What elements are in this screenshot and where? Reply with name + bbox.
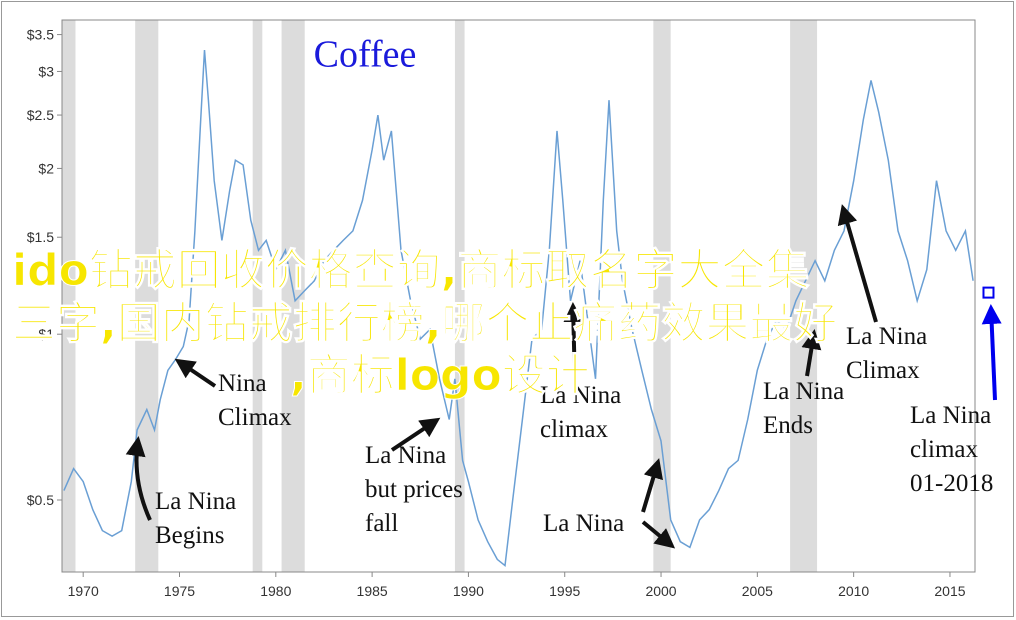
x-tick-label: 1975 [164, 583, 195, 599]
annotation: La Nina [763, 378, 844, 405]
x-tick-label: 1985 [357, 583, 388, 599]
x-tick-label: 2015 [934, 583, 965, 599]
annotation: Nina [218, 370, 267, 397]
shaded-range [790, 20, 818, 572]
y-tick-label: $0.5 [27, 492, 54, 508]
overlay-text: ,商标logo设计 [290, 350, 590, 401]
x-tick-label: 1990 [453, 583, 484, 599]
y-tick-label: $1 [38, 326, 54, 342]
overlay-text: ido钻戒回收价格查询,商标取名字大全集 [12, 245, 810, 296]
chart-title: Coffee [314, 34, 417, 76]
annotation: Climax [846, 357, 920, 384]
shaded-range [281, 20, 305, 572]
price-line [63, 50, 974, 568]
annotation: but prices [365, 476, 463, 503]
y-tick-label: $2.5 [27, 107, 54, 123]
annotation: La Nina [910, 402, 991, 429]
arrows [125, 204, 1002, 549]
y-tick-label: $1.5 [27, 229, 54, 245]
annotation: La Nina [365, 442, 446, 469]
annotation: La Nina [540, 382, 621, 409]
annotation: climax [540, 416, 609, 443]
annotation: Begins [155, 522, 224, 549]
shaded-range [62, 20, 76, 572]
annotation: 01-2018 [910, 470, 993, 497]
overlay: ido钻戒回收价格查询,商标取名字大全集三字,国内钻戒排行榜,哪个止痛药效果最好… [12, 245, 838, 402]
annotation: fall [365, 510, 398, 537]
x-tick-label: 2010 [838, 583, 869, 599]
x-tick-label: 2000 [645, 583, 676, 599]
overlay-text: 三字,国内钻戒排行榜,哪个止痛药效果最好 [12, 298, 837, 349]
shaded-range [252, 20, 263, 572]
y-tick-label: $3 [38, 63, 54, 79]
annotation: La Nina [155, 488, 236, 515]
shaded-range [454, 20, 465, 572]
shaded-range [653, 20, 671, 572]
x-tick-label: 1970 [68, 583, 99, 599]
annotation: La Nina [846, 323, 927, 350]
annotation: climax [910, 436, 979, 463]
annotation: La Nina [543, 510, 624, 537]
y-tick-label: $2 [38, 160, 54, 176]
shaded-range [135, 20, 159, 572]
plot-border [61, 19, 976, 573]
x-tick-label: 1980 [260, 583, 291, 599]
marker [982, 286, 995, 299]
x-tick-label: 1995 [549, 583, 580, 599]
annotation: Ends [763, 412, 813, 439]
plot: $0.5 $1 $1.5 $2 $2.5 $3 $3.5 1970 1975 1980 1985 19… [27, 19, 976, 599]
x-tick-label: 2005 [742, 583, 773, 599]
annotation: Climax [218, 404, 292, 431]
y-tick-label: $3.5 [27, 27, 54, 43]
